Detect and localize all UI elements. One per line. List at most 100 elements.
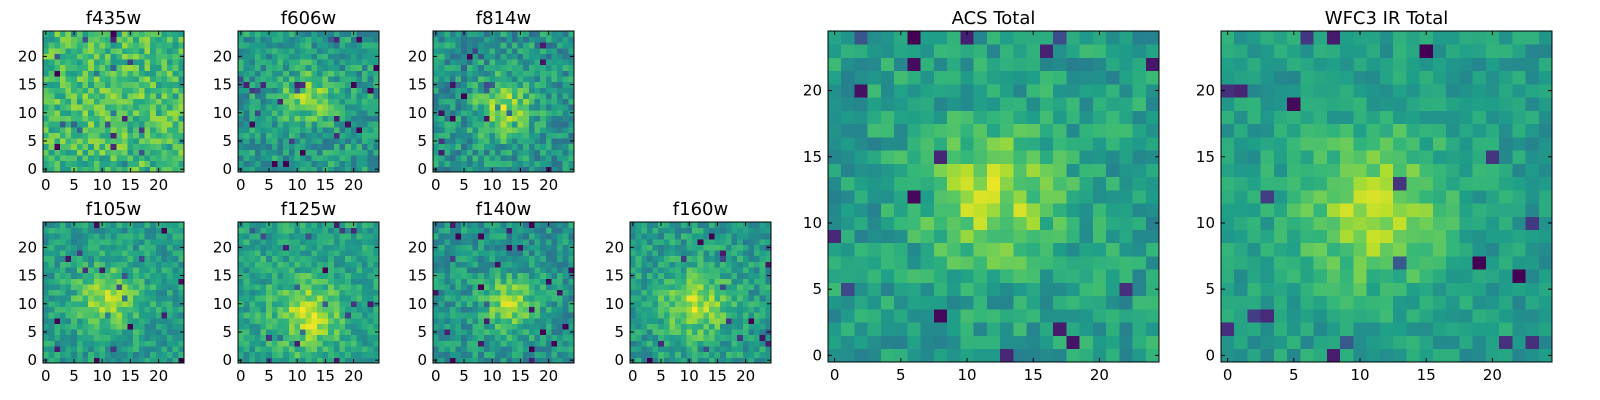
heatmap-cell — [562, 244, 569, 251]
heatmap-cell — [500, 160, 507, 167]
heatmap-cell — [495, 227, 502, 234]
heatmap-cell — [311, 357, 318, 364]
heatmap-cell — [105, 93, 112, 100]
heatmap-cell — [54, 278, 61, 285]
heatmap-cell — [65, 59, 72, 66]
heatmap-cell — [725, 244, 732, 251]
heatmap-cell — [71, 59, 78, 66]
heatmap-cell — [277, 81, 284, 88]
heatmap-cell — [144, 47, 151, 54]
heatmap-cell — [658, 334, 665, 341]
heatmap-cell — [305, 238, 312, 245]
heatmap-cell — [283, 87, 290, 94]
x-tick-label: 10 — [288, 176, 307, 194]
heatmap-cell — [483, 250, 490, 257]
heatmap-cell — [680, 255, 687, 262]
heatmap-cell — [339, 351, 346, 358]
heatmap-cell — [71, 300, 78, 307]
heatmap-cell — [828, 150, 842, 164]
heatmap-cell — [438, 132, 445, 139]
heatmap-cell — [551, 323, 558, 330]
heatmap-cell — [1106, 176, 1120, 191]
heatmap-cell — [93, 104, 100, 111]
heatmap-cell — [680, 317, 687, 324]
heatmap-cell — [461, 42, 468, 49]
heatmap-cell — [93, 42, 100, 49]
heatmap-cell — [652, 267, 659, 274]
heatmap-cell — [557, 346, 564, 353]
heatmap-cell — [71, 64, 78, 71]
heatmap-cell — [489, 227, 496, 234]
heatmap-cell — [680, 233, 687, 240]
heatmap-cell — [455, 115, 462, 122]
heatmap-cell — [495, 98, 502, 105]
heatmap-cell — [686, 312, 693, 319]
heatmap-cell — [841, 269, 855, 283]
heatmap-cell — [630, 289, 637, 296]
heatmap-cell — [528, 42, 535, 49]
heatmap-cell — [155, 334, 162, 341]
heatmap-cell — [483, 115, 490, 122]
heatmap-cell — [720, 267, 727, 274]
heatmap-cell — [339, 261, 346, 268]
heatmap-cell — [692, 244, 699, 251]
panel-title: f606w — [281, 8, 336, 29]
heatmap-cell — [110, 267, 117, 274]
heatmap-cell — [333, 334, 340, 341]
heatmap-cell — [506, 64, 513, 71]
heatmap-cell — [635, 312, 642, 319]
heatmap-cell — [76, 47, 83, 54]
heatmap-cell — [277, 47, 284, 54]
heatmap-cell — [260, 238, 267, 245]
heatmap-cell — [71, 351, 78, 358]
heatmap-cell — [714, 323, 721, 330]
heatmap-cell — [455, 76, 462, 83]
heatmap-cell — [350, 109, 357, 116]
heatmap-cell — [433, 126, 440, 133]
heatmap-cell — [483, 160, 490, 167]
heatmap-cell — [1092, 176, 1107, 191]
heatmap-cell — [449, 132, 456, 139]
heatmap-cell — [545, 81, 552, 88]
y-tick-label: 0 — [222, 351, 232, 369]
heatmap-cell — [1079, 216, 1094, 230]
heatmap-cell — [266, 115, 273, 122]
heatmap-cell — [506, 323, 513, 330]
heatmap-cell — [322, 272, 329, 279]
heatmap-cell — [277, 31, 284, 38]
heatmap-cell — [466, 36, 473, 43]
heatmap-cell — [828, 309, 842, 323]
heatmap-cell — [294, 295, 301, 302]
heatmap-cell — [455, 340, 462, 347]
heatmap-cell — [686, 334, 693, 341]
heatmap-cell — [472, 64, 479, 71]
heatmap-cell — [742, 329, 749, 336]
heatmap-cell — [266, 334, 273, 341]
heatmap-cell — [444, 317, 451, 324]
heatmap-cell — [562, 42, 569, 49]
heatmap-cell — [82, 238, 89, 245]
heatmap-cell — [105, 272, 112, 279]
heatmap-cell — [568, 340, 575, 347]
heatmap-cell — [266, 323, 273, 330]
heatmap-cell — [144, 64, 151, 71]
heatmap-cell — [110, 329, 117, 336]
heatmap-cell — [277, 329, 284, 336]
heatmap-cell — [283, 31, 290, 38]
heatmap-cell — [720, 357, 727, 364]
heatmap-cell — [82, 233, 89, 240]
heatmap-cell — [105, 346, 112, 353]
heatmap-cell — [960, 189, 975, 204]
heatmap-cell — [517, 81, 524, 88]
heatmap-cell — [568, 70, 575, 77]
heatmap-cell — [161, 115, 168, 122]
heatmap-cell — [138, 238, 145, 245]
heatmap-cell — [82, 64, 89, 71]
heatmap-cell — [167, 334, 174, 341]
heatmap-cell — [880, 176, 895, 191]
heatmap-cell — [367, 93, 374, 100]
heatmap-cell — [93, 233, 100, 240]
heatmap-cell — [523, 70, 530, 77]
heatmap-cell — [551, 166, 558, 173]
heatmap-cell — [933, 150, 948, 164]
